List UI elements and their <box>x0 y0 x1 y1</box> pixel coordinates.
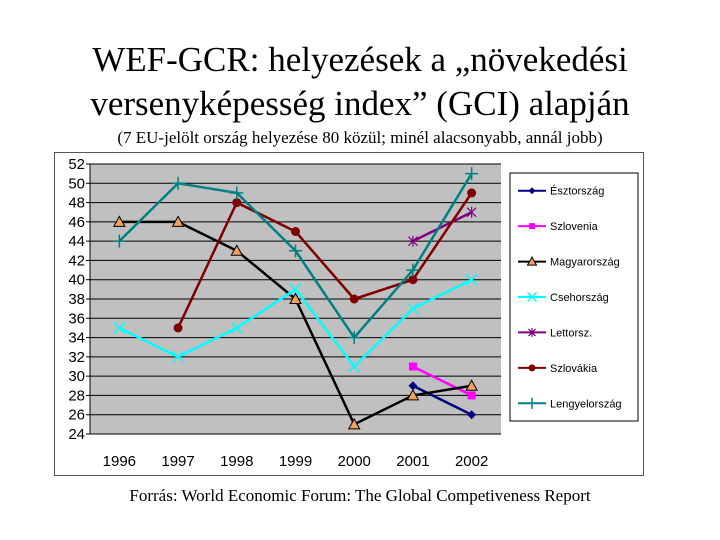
y-tick-label: 52 <box>68 156 85 173</box>
series-line <box>176 192 473 329</box>
data-point <box>465 167 479 181</box>
legend-label: Lettorsz. <box>550 327 592 339</box>
legend-label: Magyarország <box>550 257 620 269</box>
data-point <box>406 263 420 277</box>
gridlines <box>90 163 501 416</box>
legend-label: Szlovákia <box>550 363 598 375</box>
legend: Észtország Szlovenia Magyarország Csehorszá… <box>509 172 639 422</box>
legend-label: Észtország <box>550 185 604 198</box>
y-tick-label: 34 <box>68 330 85 347</box>
data-point <box>113 215 126 227</box>
data-point <box>113 321 126 334</box>
data-point <box>173 323 183 333</box>
y-tick-label: 50 <box>68 175 85 192</box>
data-point <box>171 176 185 190</box>
slide-title: WEF-GCR: helyezések a „növekedési versen… <box>0 38 720 126</box>
data-point <box>408 275 418 285</box>
data-point <box>526 256 538 266</box>
y-tick-label: 46 <box>68 214 85 231</box>
series-line <box>412 384 473 416</box>
series-line <box>412 365 473 397</box>
data-point <box>526 291 538 303</box>
data-point <box>406 302 419 315</box>
data-point <box>230 244 244 256</box>
slide-title-line2: versenyképesség index” (GCI) alapján <box>90 84 630 123</box>
legend-label: Szlovenia <box>550 221 599 233</box>
data-point <box>466 206 477 218</box>
y-tick-label: 44 <box>68 233 85 250</box>
data-point <box>465 273 478 286</box>
x-tick-label: 1996 <box>103 453 136 470</box>
data-point <box>347 331 361 345</box>
data-point <box>289 292 302 304</box>
data-point <box>408 362 417 371</box>
data-point <box>528 187 536 195</box>
y-axis: 24 26 28 30 32 34 36 38 40 42 44 46 48 50 52 <box>68 156 91 443</box>
data-point <box>232 198 242 208</box>
data-point <box>289 283 302 296</box>
data-point <box>408 235 418 247</box>
data-point <box>172 350 185 363</box>
y-tick-label: 30 <box>68 368 85 385</box>
data-point <box>112 234 126 248</box>
legend-label: Csehország <box>550 292 609 304</box>
slide-title-line1: WEF-GCR: helyezések a „növekedési <box>92 40 628 79</box>
y-tick-label: 32 <box>68 349 85 366</box>
data-point <box>406 388 420 401</box>
x-tick-label: 1997 <box>161 453 194 470</box>
data-point <box>291 227 300 236</box>
data-point <box>467 410 477 420</box>
chart-container: 24 26 28 30 32 34 36 38 40 42 44 46 48 50 52 1996 1997 1… <box>54 152 644 476</box>
y-tick-label: 38 <box>68 291 85 308</box>
data-point <box>347 417 361 430</box>
data-point <box>526 397 538 409</box>
y-tick-label: 42 <box>68 252 85 269</box>
data-point <box>289 244 302 258</box>
data-point <box>467 188 477 198</box>
y-tick-label: 40 <box>68 272 85 289</box>
data-point <box>465 379 478 391</box>
data-point <box>348 360 361 373</box>
series-line <box>412 211 473 243</box>
y-tick-label: 48 <box>68 195 85 212</box>
data-point <box>349 294 359 304</box>
y-tick-label: 36 <box>68 310 85 327</box>
data-point <box>408 381 418 391</box>
data-point <box>528 327 536 337</box>
data-point <box>528 364 536 372</box>
legend-label: Lengyelország <box>550 398 622 410</box>
slide-subtitle: (7 EU-jelölt ország helyezése 80 közül; … <box>117 128 603 147</box>
x-axis: 1996 1997 1998 1999 2000 2001 2002 <box>90 433 501 470</box>
data-point <box>529 223 535 230</box>
y-tick-label: 24 <box>68 426 85 443</box>
x-tick-label: 1999 <box>279 453 312 470</box>
series-markers <box>112 167 479 430</box>
x-tick-label: 2002 <box>455 453 488 470</box>
data-point <box>230 186 244 200</box>
x-tick-label: 2001 <box>396 453 429 470</box>
y-tick-label: 28 <box>68 387 85 404</box>
x-tick-label: 1998 <box>220 453 253 470</box>
data-point <box>467 391 476 400</box>
x-tick-label: 2000 <box>338 453 371 470</box>
source-note: Forrás: World Economic Forum: The Global… <box>129 486 591 505</box>
data-point <box>171 215 185 227</box>
data-point <box>230 321 243 334</box>
y-tick-label: 26 <box>68 407 85 424</box>
